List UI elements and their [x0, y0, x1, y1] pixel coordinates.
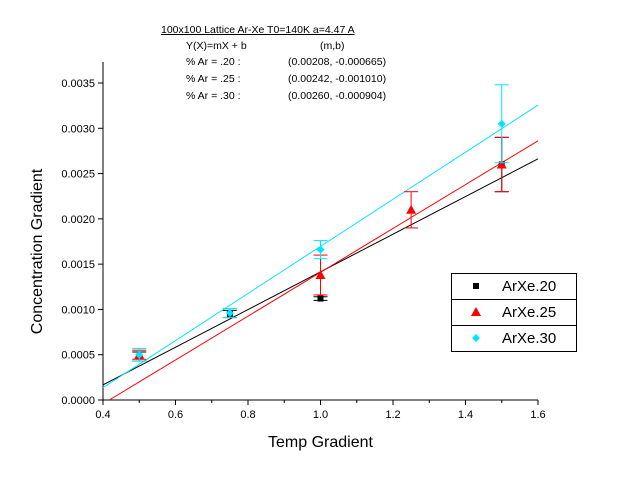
legend: ArXe.20 ArXe.25 ArXe.30: [451, 273, 577, 352]
annotation-mb: (m,b): [320, 40, 345, 52]
legend-label: ArXe.20: [502, 278, 557, 295]
y-tick-label: 0.0010: [61, 304, 95, 316]
x-tick-label: 1.6: [530, 409, 545, 421]
y-tick-label: 0.0000: [61, 395, 95, 407]
y-tick-label: 0.0015: [61, 259, 95, 271]
annotation-equation: Y(X)=mX + b: [186, 40, 247, 52]
diamond-marker-icon: [470, 332, 482, 344]
annotation-row-value: (0.00242, -0.001010): [288, 73, 387, 85]
annotation-row-value: (0.00208, -0.000665): [288, 56, 387, 68]
y-tick-label: 0.0020: [61, 214, 95, 226]
x-tick-label: 0.6: [168, 409, 183, 421]
triangle-marker-icon: [470, 306, 482, 318]
y-tick-label: 0.0035: [61, 78, 95, 90]
legend-item-arxe30: ArXe.30: [451, 325, 577, 352]
data-point: [496, 159, 507, 169]
x-tick-label: 0.8: [240, 409, 255, 421]
data-point: [406, 204, 417, 214]
legend-label: ArXe.30: [502, 330, 557, 347]
data-point: [225, 309, 234, 318]
data-point: [315, 270, 326, 280]
x-tick-label: 1.4: [458, 409, 473, 421]
annotation-title: 100x100 Lattice Ar-Xe T0=140K a=4.47 A: [161, 24, 355, 36]
y-tick-label: 0.0030: [61, 123, 95, 135]
y-tick-label: 0.0025: [61, 169, 95, 181]
legend-item-arxe20: ArXe.20: [451, 273, 577, 300]
y-axis-label: Concentration Gradient: [29, 168, 46, 334]
legend-label: ArXe.25: [502, 304, 557, 321]
data-point: [316, 245, 325, 254]
annotation-row-value: (0.00260, -0.000904): [288, 90, 387, 102]
data-point: [497, 119, 506, 128]
data-point: [317, 295, 324, 302]
x-tick-label: 0.4: [95, 409, 110, 421]
y-tick-label: 0.0005: [61, 350, 95, 362]
legend-item-arxe25: ArXe.25: [451, 299, 577, 326]
annotation-row-label: % Ar = .20 :: [186, 56, 241, 68]
data-point: [135, 350, 144, 359]
fit-line: [109, 140, 539, 401]
x-tick-label: 1.0: [313, 409, 328, 421]
annotation-row-label: % Ar = .25 :: [186, 73, 241, 85]
annotation-row-label: % Ar = .30 :: [186, 90, 241, 102]
x-axis-label: Temp Gradient: [268, 434, 373, 451]
x-tick-label: 1.2: [385, 409, 400, 421]
square-marker-icon: [470, 280, 482, 292]
